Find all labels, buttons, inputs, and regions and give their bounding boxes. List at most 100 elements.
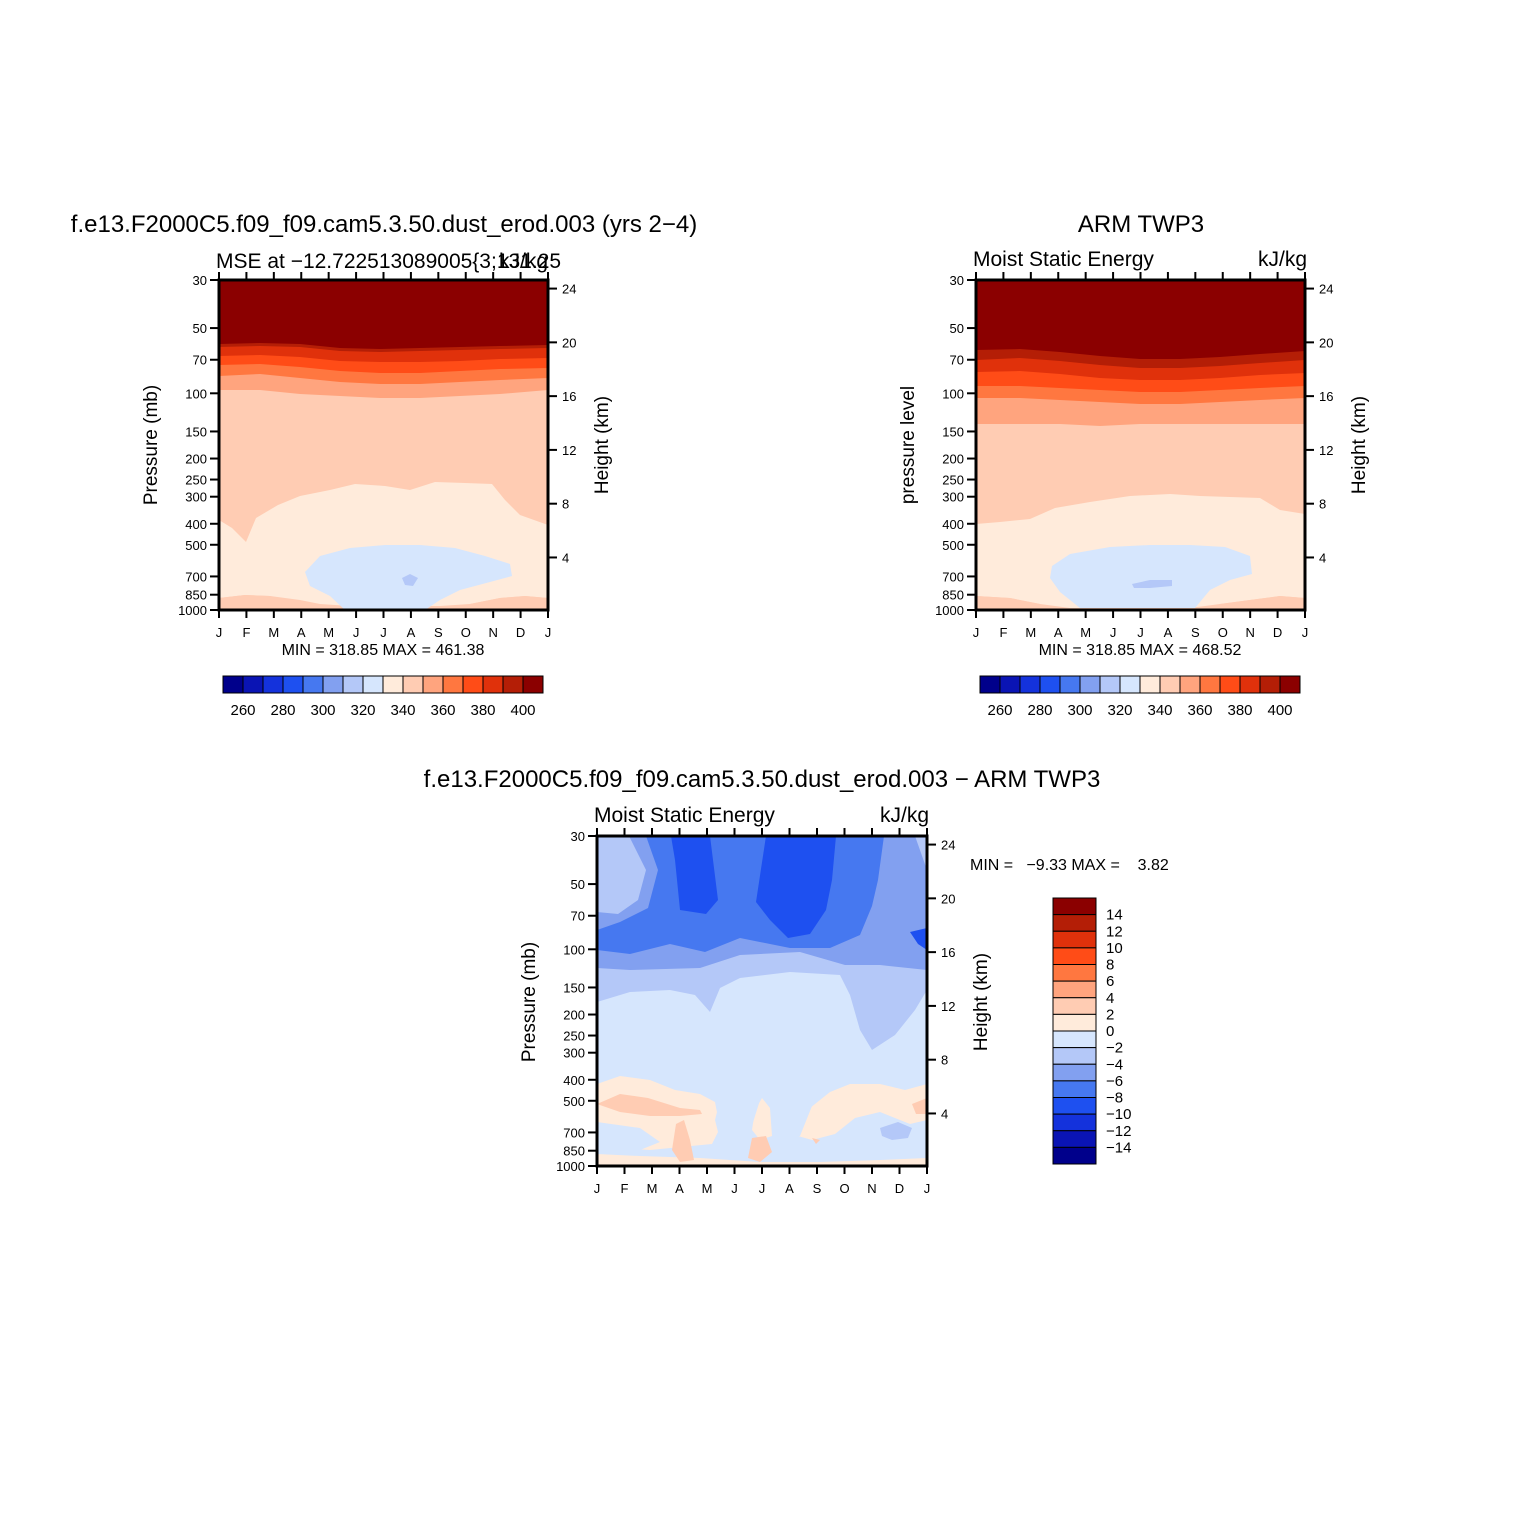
colorbar-label: 6 [1106, 973, 1114, 990]
x-tick-label: J [1302, 625, 1309, 640]
colorbar-swatch [522, 675, 544, 694]
y-right-tick-label: 8 [562, 497, 569, 512]
y-tick-label: 100 [185, 386, 207, 401]
y-tick-label: 200 [563, 1008, 585, 1023]
x-tick-label: A [297, 625, 306, 640]
x-tick-label: J [973, 625, 980, 640]
y-right-tick-label: 24 [1319, 282, 1333, 297]
y-tick-label: 400 [942, 517, 964, 532]
x-tick-label: A [675, 1181, 684, 1196]
contour-fill-2-4 [597, 1094, 927, 1162]
colorbar-label: 8 [1106, 957, 1114, 974]
panel-model-subtitle-right: kJ/kg [499, 250, 548, 273]
x-tick-label: A [1054, 625, 1063, 640]
colorbar-swatch [1039, 675, 1061, 694]
contour-fill-310 [402, 574, 418, 586]
y-tick-label: 150 [942, 424, 964, 439]
y-tick-label: 850 [563, 1144, 585, 1159]
x-tick-label: N [1245, 625, 1254, 640]
x-tick-label: M [702, 1181, 713, 1196]
panel-model-minmax: MIN = 318.85 MAX = 461.38 [282, 642, 485, 659]
x-tick-label: D [1273, 625, 1282, 640]
colorbar-swatch [1052, 1146, 1097, 1165]
colorbar-label: −8 [1106, 1090, 1123, 1107]
y-tick-label: 700 [185, 569, 207, 584]
colorbar-label: 0 [1106, 1023, 1114, 1040]
colorbar-swatch [1052, 1030, 1097, 1049]
panel-diff-subtitle-left: Moist Static Energy [594, 804, 775, 827]
panel-obs-colorbar: 260 280 300 320 340 360 380 400 [979, 675, 1301, 719]
colorbar-label: 340 [1147, 702, 1172, 719]
colorbar-label: −14 [1106, 1139, 1131, 1156]
contour-fill-400 [976, 280, 1305, 359]
y-tick-label: 100 [942, 386, 964, 401]
x-tick-label: J [1110, 625, 1117, 640]
y-right-tick-label: 12 [1319, 443, 1333, 458]
y-tick-label: 850 [942, 588, 964, 603]
colorbar-swatch [502, 675, 524, 694]
colorbar-swatch [1079, 675, 1101, 694]
y-right-tick-label: 20 [1319, 335, 1333, 350]
y-tick-label: 400 [563, 1073, 585, 1088]
x-tick-label: J [759, 1181, 766, 1196]
colorbar-swatch [1052, 1080, 1097, 1098]
colorbar-label: 2 [1106, 1006, 1114, 1023]
x-tick-label: M [1025, 625, 1036, 640]
colorbar-label: 380 [1227, 702, 1252, 719]
y-right-tick-label: 16 [941, 945, 955, 960]
y-tick-label: 700 [563, 1125, 585, 1140]
colorbar-label: 280 [270, 702, 295, 719]
panel-obs-subtitle-right: kJ/kg [1258, 248, 1307, 271]
y-tick-label: 100 [563, 942, 585, 957]
colorbar-label: 12 [1106, 923, 1123, 940]
y-right-tick-label: 24 [941, 838, 955, 853]
colorbar-label: −12 [1106, 1123, 1131, 1140]
x-tick-label: S [1191, 625, 1200, 640]
panel-diff-title: f.e13.F2000C5.f09_f09.cam5.3.50.dust_ero… [424, 766, 1101, 793]
y-tick-label: 50 [571, 877, 585, 892]
colorbar-swatch [979, 675, 1001, 694]
colorbar-swatch [1052, 897, 1097, 916]
x-tick-label: O [1218, 625, 1228, 640]
colorbar-label: 14 [1106, 907, 1123, 924]
x-tick-label: J [594, 1181, 601, 1196]
y-right-tick-label: 20 [941, 891, 955, 906]
panel-diff-contours [597, 836, 927, 1166]
colorbar-swatch [342, 675, 364, 694]
y-tick-label: 150 [185, 424, 207, 439]
x-tick-label: A [1164, 625, 1173, 640]
colorbar-swatch [302, 675, 324, 694]
y-tick-label: 200 [942, 452, 964, 467]
colorbar-swatch [482, 675, 504, 694]
colorbar-swatch [1159, 675, 1181, 694]
colorbar-swatch [1052, 1063, 1097, 1082]
panel-obs-ylabel-right: Height (km) [1349, 396, 1370, 494]
colorbar-swatch [1259, 675, 1281, 694]
colorbar-swatch [442, 675, 464, 694]
x-tick-label: J [216, 625, 223, 640]
contour-fill-minus2-0-lower [597, 1092, 927, 1154]
colorbar-label: 260 [230, 702, 255, 719]
panel-diff-ylabel: Pressure (mb) [519, 942, 540, 1062]
y-tick-label: 250 [563, 1029, 585, 1044]
y-tick-label: 500 [185, 538, 207, 553]
x-tick-label: O [839, 1181, 849, 1196]
panel-obs-ylabel: pressure level [898, 386, 919, 504]
colorbar-label: 360 [1187, 702, 1212, 719]
x-tick-label: F [242, 625, 250, 640]
panel-obs-contours [976, 280, 1305, 610]
colorbar-swatch [999, 675, 1021, 694]
panel-diff-minmax: MIN = −9.33 MAX = 3.82 [970, 857, 1169, 874]
x-tick-label: O [461, 625, 471, 640]
y-right-tick-label: 20 [562, 335, 576, 350]
colorbar-label: −2 [1106, 1040, 1123, 1057]
panel-obs-minmax: MIN = 318.85 MAX = 468.52 [1039, 642, 1242, 659]
colorbar-swatch [1052, 980, 1097, 999]
colorbar-label: 300 [1067, 702, 1092, 719]
panel-diff-ylabel-right: Height (km) [971, 953, 992, 1051]
panel-model: f.e13.F2000C5.f09_f09.cam5.3.50.dust_ero… [71, 211, 697, 719]
y-tick-label: 150 [563, 980, 585, 995]
y-tick-label: 500 [942, 538, 964, 553]
panel-model-ylabel: Pressure (mb) [141, 385, 162, 505]
